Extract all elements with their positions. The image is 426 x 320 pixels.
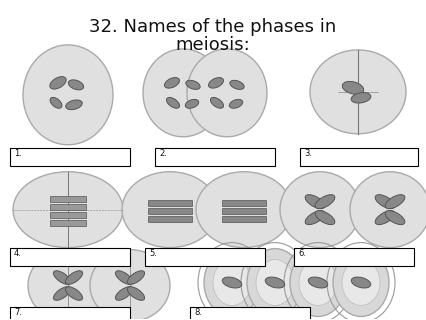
Ellipse shape [305,195,324,209]
Ellipse shape [210,97,223,108]
Ellipse shape [314,211,334,225]
Ellipse shape [185,80,200,89]
Text: 4.: 4. [14,249,22,258]
Bar [148,208,192,214]
Text: 6.: 6. [297,249,305,258]
Bar [148,216,192,222]
Bar [148,200,192,206]
Ellipse shape [208,77,223,88]
Bar [299,148,417,166]
Ellipse shape [196,172,291,248]
Ellipse shape [289,249,345,316]
Ellipse shape [164,77,179,88]
Bar [222,216,265,222]
Ellipse shape [384,211,404,225]
Ellipse shape [122,172,218,248]
Ellipse shape [90,250,170,320]
Text: 2.: 2. [158,149,167,158]
Ellipse shape [305,211,324,225]
Ellipse shape [374,211,394,225]
Ellipse shape [50,76,66,89]
Text: 32. Names of the phases in: 32. Names of the phases in [89,18,336,36]
Ellipse shape [115,287,132,300]
Ellipse shape [23,45,113,145]
Bar [10,148,130,166]
Text: 7.: 7. [14,308,22,317]
Ellipse shape [298,260,336,306]
Bar [155,148,274,166]
Ellipse shape [127,287,144,300]
Bar [50,220,86,226]
Ellipse shape [256,260,294,306]
Ellipse shape [115,271,132,284]
Ellipse shape [68,80,83,90]
Ellipse shape [265,277,284,288]
Ellipse shape [65,271,82,284]
Bar [10,308,130,320]
Ellipse shape [204,249,259,316]
Ellipse shape [332,249,388,316]
Text: meiosis:: meiosis: [175,36,250,54]
Text: 5.: 5. [149,249,156,258]
Bar [222,200,265,206]
Ellipse shape [185,100,198,108]
Ellipse shape [351,277,370,288]
Ellipse shape [314,195,334,209]
Ellipse shape [246,249,302,316]
Ellipse shape [65,287,82,300]
Ellipse shape [213,260,250,306]
Ellipse shape [143,49,222,137]
Ellipse shape [50,97,62,108]
Text: 1.: 1. [14,149,22,158]
Ellipse shape [309,50,405,134]
Ellipse shape [279,172,359,248]
Ellipse shape [342,81,363,94]
Ellipse shape [229,80,244,89]
Ellipse shape [341,260,379,306]
Ellipse shape [187,49,266,137]
Text: 3.: 3. [303,149,311,158]
Ellipse shape [308,277,327,288]
Ellipse shape [384,195,404,209]
Bar [294,248,413,266]
Ellipse shape [127,271,144,284]
Ellipse shape [166,97,179,108]
Ellipse shape [53,287,70,300]
Bar [190,308,309,320]
Text: 8.: 8. [193,308,201,317]
Bar [145,248,265,266]
Bar [50,212,86,218]
Ellipse shape [28,250,108,320]
Ellipse shape [53,271,70,284]
Ellipse shape [229,100,242,108]
Bar [10,248,130,266]
Bar [50,204,86,210]
Ellipse shape [222,277,241,288]
Ellipse shape [350,92,370,103]
Ellipse shape [13,172,123,248]
Bar [222,208,265,214]
Ellipse shape [349,172,426,248]
Ellipse shape [66,100,82,110]
Bar [50,196,86,202]
Ellipse shape [374,195,394,209]
